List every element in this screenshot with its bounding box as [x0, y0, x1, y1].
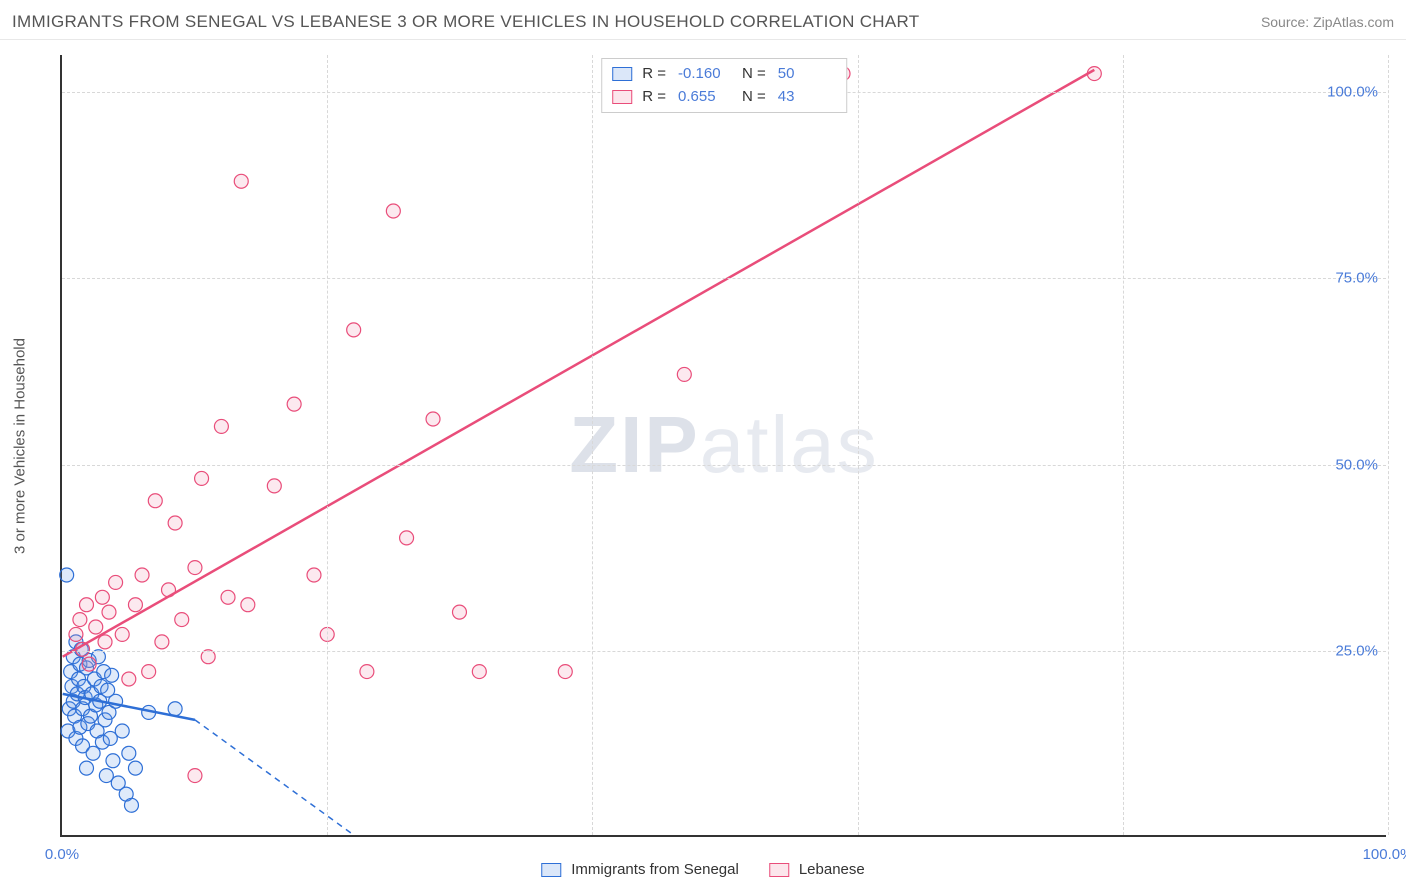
ytick-label: 50.0%	[1335, 456, 1378, 473]
xtick-label: 100.0%	[1363, 846, 1406, 863]
gridline-h	[62, 651, 1386, 652]
scatter-point	[109, 575, 123, 589]
legend-swatch	[541, 863, 561, 877]
ytick-label: 100.0%	[1327, 84, 1378, 101]
scatter-point	[89, 620, 103, 634]
scatter-point	[386, 204, 400, 218]
scatter-point	[241, 598, 255, 612]
scatter-point	[195, 471, 209, 485]
chart-header: IMMIGRANTS FROM SENEGAL VS LEBANESE 3 OR…	[0, 0, 1406, 40]
scatter-point	[221, 590, 235, 604]
gridline-v	[1388, 55, 1389, 835]
scatter-point	[360, 665, 374, 679]
scatter-point	[148, 494, 162, 508]
scatter-point	[82, 657, 96, 671]
scatter-point	[287, 397, 301, 411]
legend-series-label: Lebanese	[799, 861, 865, 878]
scatter-point	[98, 635, 112, 649]
chart-container: IMMIGRANTS FROM SENEGAL VS LEBANESE 3 OR…	[0, 0, 1406, 892]
scatter-point	[142, 665, 156, 679]
scatter-point	[558, 665, 572, 679]
scatter-point	[115, 724, 129, 738]
scatter-point	[128, 598, 142, 612]
legend-swatch	[612, 90, 632, 104]
trend-line	[63, 70, 1095, 657]
legend-series-label: Immigrants from Senegal	[571, 861, 739, 878]
gridline-v	[858, 55, 859, 835]
legend-series: Immigrants from Senegal Lebanese	[541, 861, 864, 878]
scatter-point	[677, 367, 691, 381]
gridline-h	[62, 465, 1386, 466]
scatter-point	[135, 568, 149, 582]
scatter-point	[347, 323, 361, 337]
xtick-label: 0.0%	[45, 846, 79, 863]
legend-n-label: N =	[742, 63, 766, 86]
scatter-point	[106, 754, 120, 768]
chart-title: IMMIGRANTS FROM SENEGAL VS LEBANESE 3 OR…	[12, 12, 919, 32]
scatter-point	[102, 605, 116, 619]
legend-n-value: 50	[778, 63, 830, 86]
ytick-label: 75.0%	[1335, 270, 1378, 287]
legend-stats-row: R = 0.655 N = 43	[612, 86, 836, 109]
legend-r-label: R =	[642, 63, 666, 86]
scatter-point	[60, 568, 74, 582]
chart-source: Source: ZipAtlas.com	[1261, 14, 1394, 30]
scatter-point	[80, 761, 94, 775]
scatter-point	[86, 746, 100, 760]
scatter-point	[124, 798, 138, 812]
scatter-point	[214, 419, 228, 433]
legend-swatch	[612, 67, 632, 81]
gridline-v	[1123, 55, 1124, 835]
scatter-point	[69, 627, 83, 641]
scatter-point	[175, 613, 189, 627]
scatter-point	[95, 590, 109, 604]
y-axis-label: 3 or more Vehicles in Household	[12, 338, 29, 554]
legend-series-item: Lebanese	[769, 861, 865, 878]
scatter-point	[115, 627, 129, 641]
scatter-point	[168, 702, 182, 716]
scatter-point	[128, 761, 142, 775]
legend-r-value: -0.160	[678, 63, 730, 86]
scatter-point	[472, 665, 486, 679]
scatter-point	[168, 516, 182, 530]
legend-n-label: N =	[742, 86, 766, 109]
legend-r-value: 0.655	[678, 86, 730, 109]
legend-r-label: R =	[642, 86, 666, 109]
scatter-point	[80, 598, 94, 612]
plot-area: ZIPatlas R =-0.160N =50R =0.655N =43 25.…	[60, 55, 1386, 837]
scatter-point	[452, 605, 466, 619]
gridline-v	[592, 55, 593, 835]
scatter-point	[73, 613, 87, 627]
scatter-point	[426, 412, 440, 426]
scatter-point	[400, 531, 414, 545]
gridline-h	[62, 278, 1386, 279]
chart-svg	[62, 55, 1386, 835]
scatter-point	[155, 635, 169, 649]
scatter-point	[307, 568, 321, 582]
legend-stats-row: R = -0.160 N = 50	[612, 63, 836, 86]
trend-line-extrap	[195, 720, 354, 835]
scatter-point	[267, 479, 281, 493]
scatter-point	[188, 769, 202, 783]
gridline-v	[327, 55, 328, 835]
legend-stats: R = -0.160 N = 50 R = 0.655 N = 43	[601, 58, 847, 113]
ytick-label: 25.0%	[1335, 642, 1378, 659]
scatter-point	[234, 174, 248, 188]
legend-swatch	[769, 863, 789, 877]
scatter-point	[188, 561, 202, 575]
scatter-point	[105, 668, 119, 682]
scatter-point	[201, 650, 215, 664]
legend-series-item: Immigrants from Senegal	[541, 861, 739, 878]
scatter-point	[122, 672, 136, 686]
legend-n-value: 43	[778, 86, 830, 109]
scatter-point	[122, 746, 136, 760]
